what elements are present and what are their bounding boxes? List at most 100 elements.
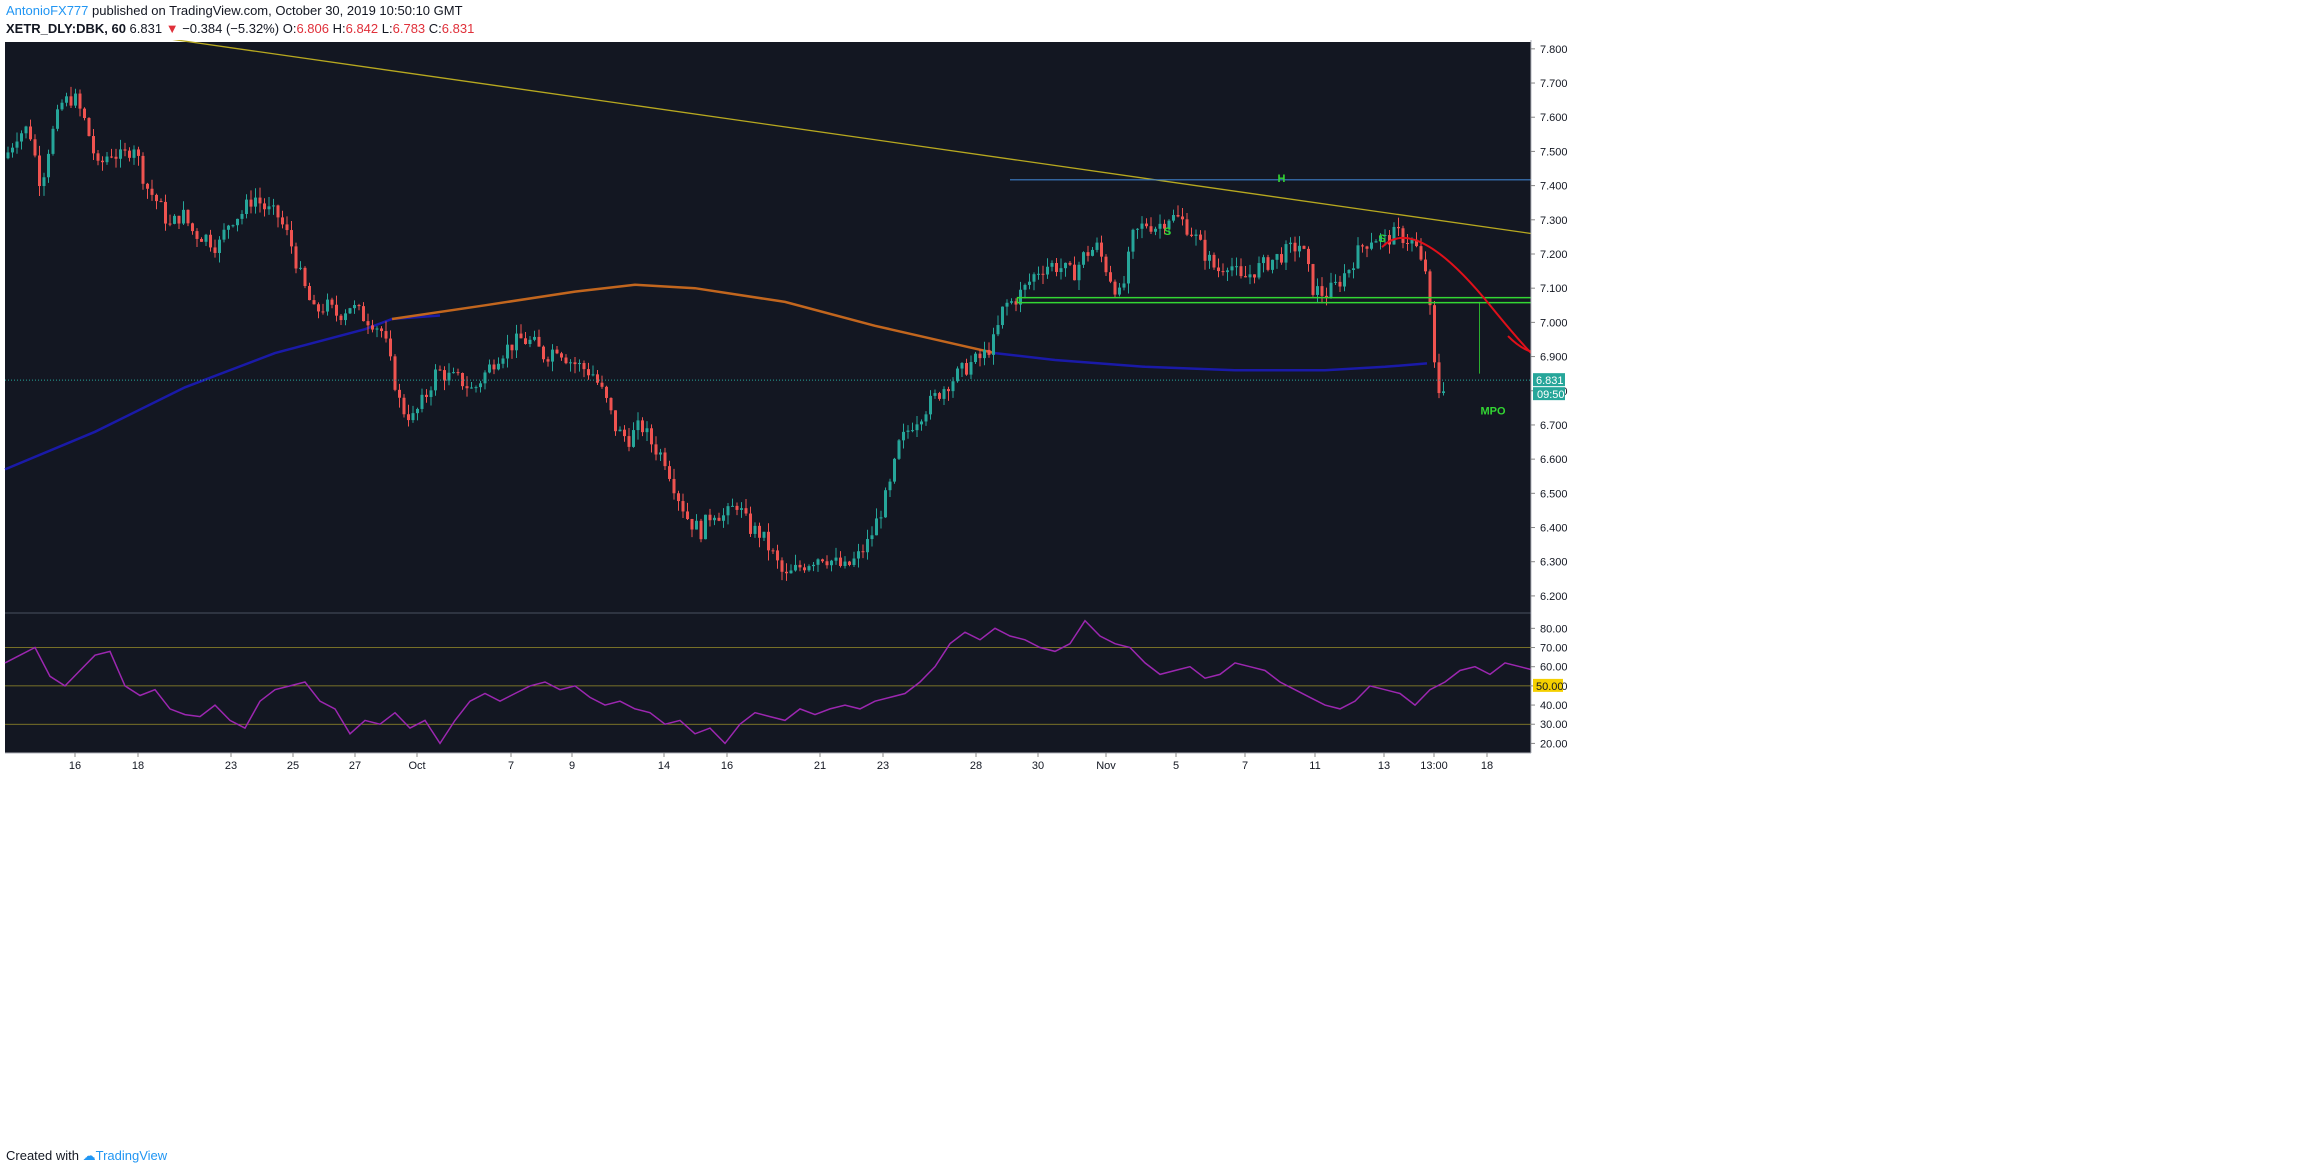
candle bbox=[263, 198, 266, 217]
candles bbox=[6, 86, 1445, 581]
candle bbox=[938, 391, 941, 401]
candle bbox=[1109, 265, 1112, 284]
author-link[interactable]: AntonioFX777 bbox=[6, 3, 89, 18]
candle bbox=[1037, 266, 1040, 280]
pattern-label: S bbox=[1378, 233, 1385, 245]
candle bbox=[879, 510, 883, 529]
candle bbox=[281, 210, 284, 229]
candle bbox=[110, 148, 113, 159]
candle bbox=[1424, 251, 1427, 275]
candle bbox=[384, 321, 388, 343]
candle bbox=[11, 143, 14, 158]
candle bbox=[749, 506, 752, 537]
candle bbox=[1149, 217, 1153, 235]
candle bbox=[420, 388, 424, 413]
price-tick-label: 7.600 bbox=[1540, 112, 1568, 124]
moving-average-2 bbox=[391, 283, 996, 355]
candle bbox=[560, 351, 563, 361]
candle bbox=[204, 233, 208, 246]
time-tick-label: 16 bbox=[69, 760, 81, 772]
candle bbox=[1226, 267, 1229, 281]
price-tick-label: 7.100 bbox=[1540, 283, 1568, 295]
candle bbox=[348, 307, 352, 315]
candle bbox=[1176, 205, 1180, 218]
candle bbox=[515, 324, 518, 358]
candle bbox=[1059, 258, 1063, 280]
time-tick-label: 14 bbox=[658, 760, 670, 772]
current-price-label: 6.831 bbox=[1536, 375, 1564, 387]
chart-background bbox=[5, 42, 1531, 753]
rsi-current-label: 50.00 bbox=[1536, 681, 1564, 693]
candle bbox=[506, 334, 509, 368]
candle bbox=[1392, 222, 1396, 245]
candle bbox=[1095, 237, 1099, 253]
candle bbox=[141, 152, 145, 190]
candle bbox=[713, 515, 716, 526]
time-tick-label: 18 bbox=[132, 760, 144, 772]
candle bbox=[191, 222, 194, 235]
candle bbox=[942, 386, 946, 405]
candle bbox=[776, 544, 779, 569]
candle bbox=[1383, 229, 1387, 246]
price-axis[interactable]: 7.800 7.700 7.600 7.500 7.400 7.300 7.200 7.100… bbox=[1530, 40, 2308, 753]
candle bbox=[1289, 237, 1292, 253]
tradingview-link[interactable]: TradingView bbox=[95, 1148, 168, 1163]
candle bbox=[834, 547, 838, 565]
candle bbox=[159, 198, 163, 203]
candle bbox=[1406, 233, 1409, 251]
candle bbox=[1163, 219, 1166, 235]
rsi-pane[interactable] bbox=[4, 619, 1575, 745]
candle bbox=[1361, 243, 1364, 253]
candle bbox=[582, 360, 586, 378]
candle bbox=[1131, 228, 1135, 259]
candle bbox=[992, 327, 995, 365]
price-tick-label: 7.300 bbox=[1540, 215, 1568, 227]
candle bbox=[1091, 247, 1094, 257]
price-tick-label: 6.300 bbox=[1540, 557, 1568, 569]
rsi-line bbox=[4, 619, 1575, 745]
candle bbox=[303, 266, 307, 289]
candle bbox=[1302, 245, 1306, 250]
candle bbox=[38, 145, 41, 196]
candle bbox=[1253, 274, 1256, 284]
candle bbox=[353, 300, 356, 314]
candle bbox=[1433, 301, 1436, 368]
candle bbox=[128, 147, 131, 162]
time-axis[interactable]: 16 18 23 25 27 Oct 7 9 14 16 21 23 28 30 Nov 5 7 11 13 13:0… bbox=[5, 752, 1531, 772]
candle bbox=[461, 372, 464, 390]
candle bbox=[42, 172, 46, 196]
price-tick-label: 6.500 bbox=[1540, 488, 1568, 500]
candle bbox=[1275, 253, 1279, 269]
candle bbox=[1397, 217, 1400, 236]
candle bbox=[1073, 256, 1076, 281]
main-pane[interactable]: 78.605(7.417)SHSMPOE bbox=[4, 40, 1786, 753]
high-label: H: bbox=[332, 21, 346, 36]
candle bbox=[285, 216, 289, 236]
time-tick-label: 25 bbox=[287, 760, 299, 772]
candle bbox=[276, 204, 280, 228]
candle bbox=[402, 394, 406, 418]
candle bbox=[1158, 214, 1162, 239]
candle bbox=[1230, 257, 1234, 277]
price-chart[interactable]: 78.605(7.417)SHSMPOE 7.8007.7007.6007.50… bbox=[0, 40, 2308, 1138]
countdown-label: 09:50 bbox=[1537, 389, 1565, 401]
candle bbox=[1113, 279, 1117, 298]
candle bbox=[1023, 283, 1027, 299]
candle bbox=[1257, 256, 1261, 280]
candle bbox=[1032, 272, 1036, 291]
candle bbox=[213, 239, 217, 258]
candle bbox=[492, 359, 496, 375]
candle bbox=[965, 358, 968, 376]
candle bbox=[960, 362, 964, 378]
price-tick-label: 7.200 bbox=[1540, 249, 1568, 261]
candle bbox=[452, 367, 455, 374]
candle bbox=[357, 303, 361, 311]
candle bbox=[186, 209, 190, 227]
candle bbox=[510, 344, 514, 359]
candle bbox=[1356, 237, 1360, 270]
candle bbox=[65, 92, 68, 107]
candle bbox=[807, 564, 811, 572]
time-tick-label: 7 bbox=[1242, 760, 1248, 772]
candle bbox=[1374, 239, 1378, 243]
candle bbox=[1203, 230, 1207, 270]
